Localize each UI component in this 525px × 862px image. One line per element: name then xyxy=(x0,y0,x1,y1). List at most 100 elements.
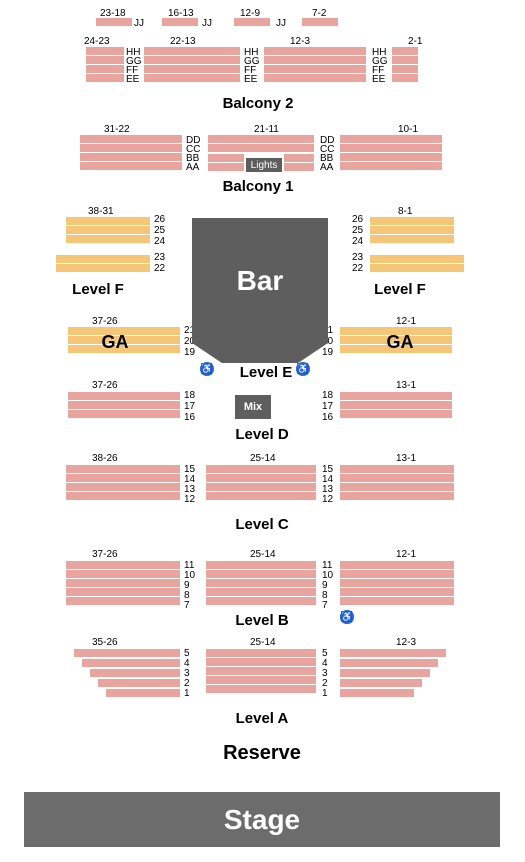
seating-block[interactable] xyxy=(340,659,438,667)
seating-block[interactable] xyxy=(392,47,418,82)
range-label: 38-26 xyxy=(92,453,118,464)
seating-block[interactable] xyxy=(340,392,452,418)
row-label: 12 xyxy=(184,494,195,505)
range-label: 37-26 xyxy=(92,380,118,391)
row-label: 1 xyxy=(184,688,190,699)
seating-block[interactable] xyxy=(206,465,316,500)
range-label: 38-31 xyxy=(88,206,114,217)
row-label: 22 xyxy=(154,263,165,274)
row-label: 16 xyxy=(322,412,333,423)
row-label: 16 xyxy=(184,412,195,423)
range-label: 37-26 xyxy=(92,549,118,560)
seating-block[interactable] xyxy=(340,465,454,500)
row-label: 23 xyxy=(154,252,165,263)
seating-block[interactable] xyxy=(66,561,180,605)
section-label: Balcony 1 xyxy=(223,178,294,195)
wheelchair-icon: ♿ xyxy=(340,610,354,624)
row-label: JJ xyxy=(276,18,286,29)
seating-block[interactable] xyxy=(340,135,442,170)
row-label: EE xyxy=(372,74,385,85)
stage: Stage xyxy=(24,792,500,847)
wheelchair-icon: ♿ xyxy=(296,362,310,376)
range-label: 22-13 xyxy=(170,36,196,47)
seating-block[interactable] xyxy=(234,18,270,26)
row-label: 25 xyxy=(154,225,165,236)
seating-block[interactable] xyxy=(96,18,132,26)
row-label: 24 xyxy=(352,236,363,247)
seating-block[interactable] xyxy=(106,689,180,697)
range-label: 12-9 xyxy=(240,8,260,19)
row-label: 19 xyxy=(184,347,195,358)
range-label: 13-1 xyxy=(396,453,416,464)
seating-block[interactable] xyxy=(86,47,124,82)
seating-block[interactable] xyxy=(264,47,366,82)
row-label: 1 xyxy=(322,688,328,699)
range-label: 8-1 xyxy=(398,206,412,217)
row-label: 18 xyxy=(184,390,195,401)
seating-block[interactable] xyxy=(66,217,150,243)
section-label: Level C xyxy=(235,516,288,533)
range-label: 16-13 xyxy=(168,8,194,19)
section-label: Level D xyxy=(235,426,288,443)
row-label: JJ xyxy=(202,18,212,29)
range-label: 7-2 xyxy=(312,8,326,19)
row-label: 22 xyxy=(352,263,363,274)
ga-right: GA xyxy=(387,332,414,353)
seating-block[interactable] xyxy=(82,659,180,667)
range-label: 23-18 xyxy=(100,8,126,19)
range-label: 10-1 xyxy=(398,124,418,135)
seating-chart: { "colors": {"pink":"#e8a5a0","orange":"… xyxy=(0,0,525,862)
wheelchair-icon: ♿ xyxy=(200,362,214,376)
row-label: 26 xyxy=(352,214,363,225)
reserve-label: Reserve xyxy=(223,742,301,765)
seating-block[interactable] xyxy=(56,255,150,272)
seating-block[interactable] xyxy=(80,135,182,170)
seating-block[interactable] xyxy=(284,154,314,171)
seating-block[interactable] xyxy=(370,217,454,243)
range-label: 21-11 xyxy=(254,124,279,135)
bar-area: Bar xyxy=(192,218,328,343)
seating-block[interactable] xyxy=(340,561,454,605)
seating-block[interactable] xyxy=(302,18,338,26)
row-label: 18 xyxy=(322,390,333,401)
seating-block[interactable] xyxy=(340,679,422,687)
row-label: 25 xyxy=(352,225,363,236)
row-label: EE xyxy=(126,74,139,85)
row-label: 7 xyxy=(184,600,190,611)
row-label: 23 xyxy=(352,252,363,263)
row-label: 19 xyxy=(322,347,333,358)
ga-left: GA xyxy=(102,332,129,353)
range-label: 12-1 xyxy=(396,549,416,560)
seating-block[interactable] xyxy=(340,689,414,697)
range-label: 25-14 xyxy=(250,637,276,648)
seating-block[interactable] xyxy=(340,649,446,657)
seating-block[interactable] xyxy=(370,255,464,272)
range-label: 12-3 xyxy=(290,36,310,47)
section-label: Level A xyxy=(236,710,289,727)
mix-booth: Mix xyxy=(235,395,271,419)
range-label: 13-1 xyxy=(396,380,416,391)
seating-block[interactable] xyxy=(74,649,180,657)
row-label: 17 xyxy=(322,401,333,412)
bar-taper xyxy=(192,343,328,363)
range-label: 12-3 xyxy=(396,637,416,648)
range-label: 2-1 xyxy=(408,36,422,47)
seating-block[interactable] xyxy=(68,392,180,418)
row-label: AA xyxy=(186,162,199,173)
section-label: Level F xyxy=(374,281,426,298)
seating-block[interactable] xyxy=(208,135,314,152)
seating-block[interactable] xyxy=(90,669,180,677)
row-label: 7 xyxy=(322,600,328,611)
seating-block[interactable] xyxy=(162,18,198,26)
seating-block[interactable] xyxy=(144,47,240,82)
seating-block[interactable] xyxy=(208,154,244,171)
seating-block[interactable] xyxy=(340,669,430,677)
seating-block[interactable] xyxy=(206,649,316,693)
section-label: Level E xyxy=(240,364,293,381)
row-label: 12 xyxy=(322,494,333,505)
seating-block[interactable] xyxy=(66,465,180,500)
seating-block[interactable] xyxy=(206,561,316,605)
seating-block[interactable] xyxy=(98,679,180,687)
section-label: Balcony 2 xyxy=(223,95,294,112)
row-label: AA xyxy=(320,162,333,173)
